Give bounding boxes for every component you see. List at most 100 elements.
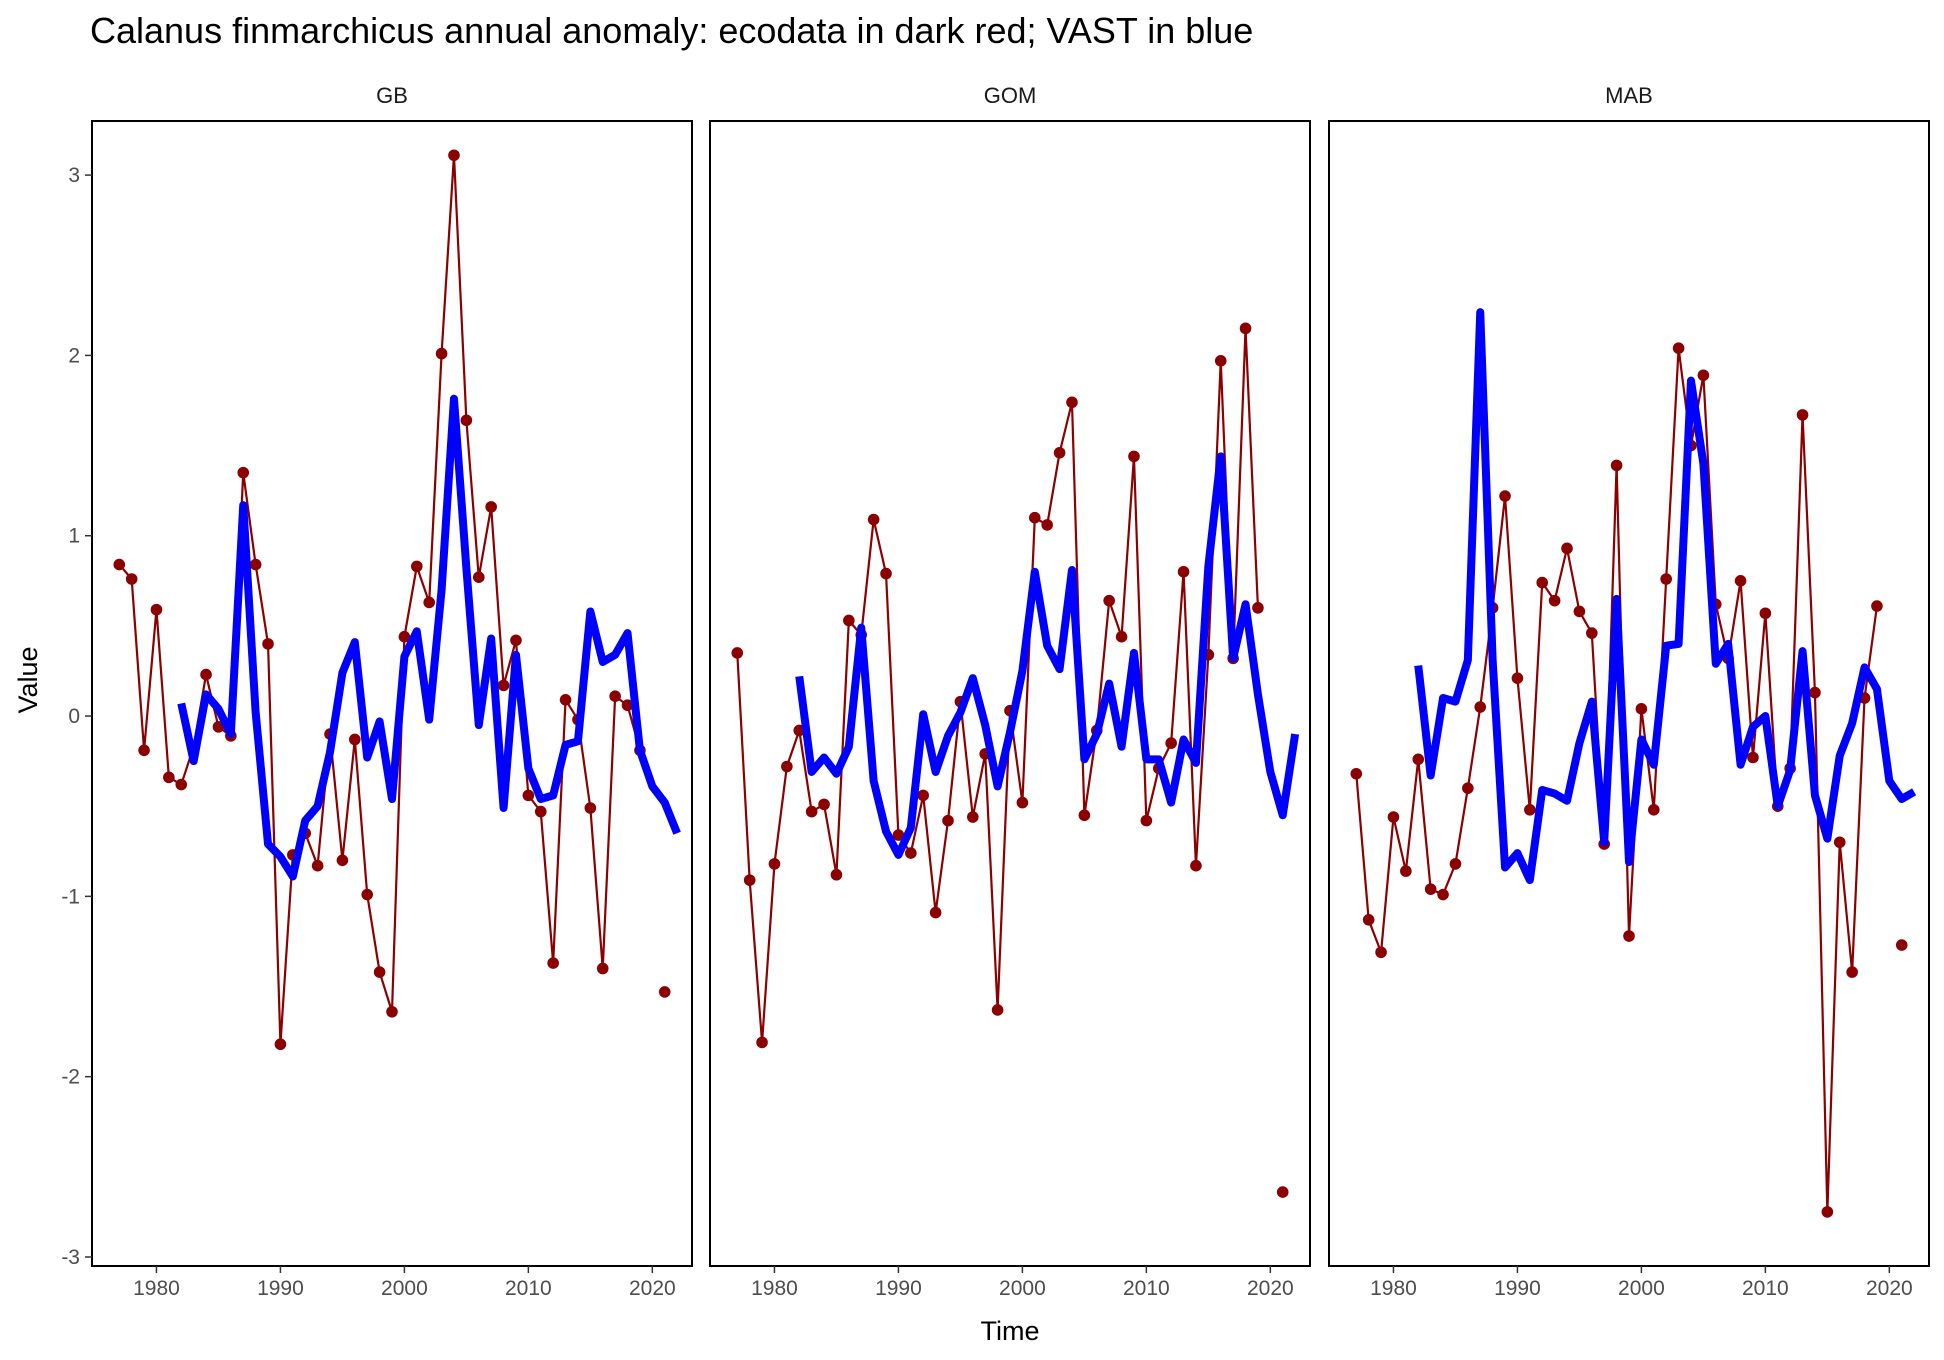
ecodata-point [1028, 511, 1041, 524]
y-tick-label: 0 [68, 705, 80, 728]
ecodata-point [1437, 888, 1449, 901]
ecodata-point [1821, 1206, 1834, 1218]
panel-gb: GB 1980 1990 2000 2010 2020 [91, 83, 693, 1300]
ecodata-point [1796, 409, 1809, 421]
panel-gom: GOM 1980 1990 2000 2010 2020 [709, 83, 1311, 1300]
ecodata-point [905, 847, 917, 859]
ecodata-point [1016, 796, 1029, 809]
chart-title: Calanus finmarchicus annual anomaly: eco… [90, 10, 1253, 51]
ecodata-point [658, 986, 671, 998]
ecodata-point [534, 805, 547, 818]
ecodata-point [1115, 630, 1128, 643]
vast-line [795, 452, 1300, 859]
ecodata-point [818, 798, 830, 811]
ecodata-point [1252, 602, 1264, 614]
ecodata-point [1610, 459, 1623, 472]
ecodata-point [1573, 605, 1586, 618]
x-tick-label: 1990 [1494, 1277, 1541, 1300]
ecodata-point [311, 859, 324, 872]
ecodata-point [1672, 342, 1685, 354]
ecodata-point [274, 1038, 287, 1051]
ecodata-point [1177, 565, 1190, 578]
ecodata-series [113, 149, 671, 1051]
ecodata-point [917, 789, 930, 802]
ecodata-point [1214, 355, 1227, 367]
ecodata-point [1623, 930, 1635, 942]
ecodata-point [1759, 607, 1772, 620]
ecodata-point [1647, 804, 1660, 816]
ecodata-point [743, 874, 756, 886]
facet-label: GOM [984, 83, 1037, 108]
ecodata-point [1747, 751, 1759, 764]
ecodata-point [410, 560, 423, 573]
x-tick-label: 2000 [381, 1277, 428, 1300]
ecodata-point [1635, 703, 1648, 715]
ecodata-point [1400, 865, 1412, 877]
ecodata-point [237, 466, 250, 479]
ecodata-point [1561, 542, 1573, 555]
ecodata-point [1511, 672, 1524, 684]
ecodata-point [373, 966, 386, 978]
ecodata-point [1041, 519, 1053, 531]
ecodata-line [736, 327, 1260, 1044]
ecodata-point [460, 414, 473, 427]
y-tick-label: -3 [61, 1246, 80, 1269]
y-tick-label: 3 [68, 164, 80, 187]
ecodata-point [1165, 737, 1177, 749]
ecodata-point [262, 638, 274, 650]
ecodata-point [1375, 946, 1387, 959]
ecodata-point [249, 558, 262, 571]
ecodata-line [1355, 347, 1879, 1214]
ecodata-point [1895, 939, 1908, 951]
ecodata-point [867, 513, 880, 526]
ecodata-point [756, 1036, 768, 1049]
ecodata-point [1660, 573, 1672, 585]
ecodata-point [1734, 575, 1747, 587]
ecodata-point [1128, 450, 1140, 463]
ecodata-point [200, 668, 212, 681]
y-tick-label: -1 [61, 885, 80, 908]
ecodata-point [485, 501, 497, 513]
x-tick-label: 2000 [1618, 1277, 1665, 1300]
ecodata-point [1066, 396, 1078, 409]
ecodata-point [1697, 369, 1710, 382]
ecodata-point [1350, 767, 1363, 780]
ecodata-point [435, 347, 448, 360]
panel-border [709, 120, 1311, 1267]
ecodata-point [1053, 446, 1066, 459]
panel-border [1328, 120, 1930, 1267]
ecodata-point [1586, 627, 1598, 639]
x-tick-label: 1990 [875, 1277, 922, 1300]
ecodata-point [1103, 594, 1115, 607]
ecodata-point [1474, 701, 1487, 713]
ecodata-point [125, 573, 138, 585]
ecodata-point [830, 868, 843, 881]
ecodata-point [1387, 811, 1400, 823]
ecodata-point [596, 962, 609, 975]
ecodata-point [559, 694, 572, 706]
ecodata-point [336, 854, 349, 867]
x-tick-label: 2000 [999, 1277, 1046, 1300]
ecodata-point [991, 1004, 1004, 1016]
x-tick-label: 2010 [1742, 1277, 1789, 1300]
facet-label: MAB [1605, 83, 1653, 108]
facet-label: GB [376, 83, 408, 108]
ecodata-point [448, 149, 460, 162]
ecodata-point [510, 634, 522, 647]
ecodata-point [1524, 804, 1536, 816]
ecodata-point [175, 778, 188, 791]
y-axis-title: Value [13, 646, 43, 713]
ecodata-line [118, 154, 641, 1046]
x-tick-label: 2020 [1247, 1277, 1294, 1300]
ecodata-point [1548, 594, 1561, 607]
ecodata-point [113, 558, 126, 571]
ecodata-point [1871, 600, 1883, 612]
x-tick-label: 1980 [751, 1277, 798, 1300]
ecodata-point [423, 596, 435, 609]
ecodata-point [163, 771, 175, 784]
ecodata-point [621, 699, 634, 712]
ecodata-point [843, 614, 855, 627]
ecodata-point [892, 829, 905, 841]
x-tick-label: 2020 [629, 1277, 676, 1300]
ecodata-point [929, 906, 942, 919]
